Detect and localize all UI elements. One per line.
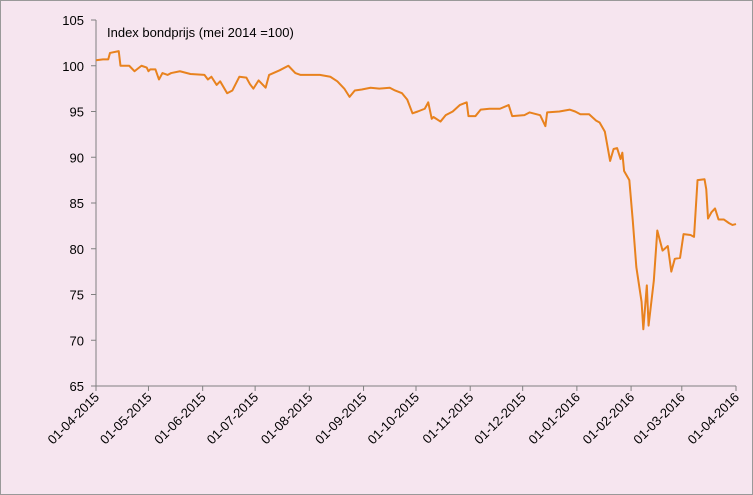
y-tick-label: 65	[70, 379, 84, 394]
y-tick-label: 85	[70, 196, 84, 211]
y-tick-label: 105	[62, 13, 84, 28]
chart-title: Index bondprijs (mei 2014 =100)	[107, 25, 294, 40]
y-tick-label: 70	[70, 333, 84, 348]
y-tick-label: 100	[62, 59, 84, 74]
y-tick-label: 95	[70, 105, 84, 120]
y-tick-label: 90	[70, 150, 84, 165]
y-tick-label: 80	[70, 242, 84, 257]
y-tick-label: 75	[70, 288, 84, 303]
data-line	[95, 50, 737, 331]
